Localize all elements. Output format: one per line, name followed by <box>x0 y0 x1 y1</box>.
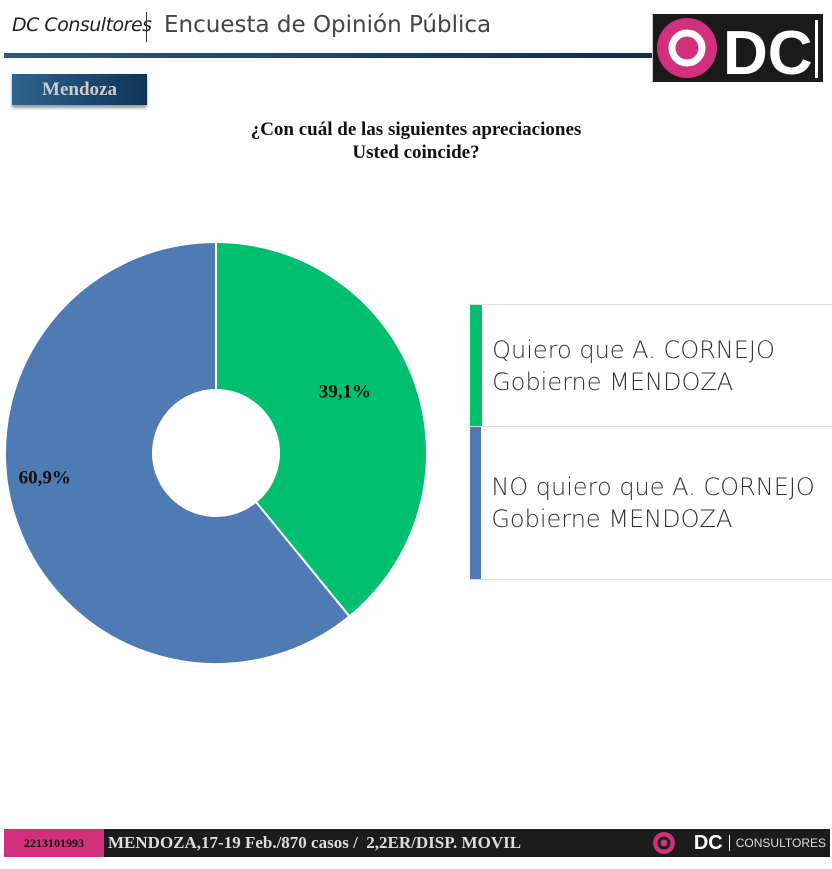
chart-legend: Quiero que A. CORNEJO Gobierne MENDOZA N… <box>470 304 832 580</box>
data-label: 39,1% <box>319 382 371 403</box>
donut-slice <box>4 240 351 665</box>
chart-title: ¿Con cuál de las siguientes apreciacione… <box>0 118 832 164</box>
brand-name: DC Consultores <box>12 14 152 36</box>
legend-label: Quiero que A. CORNEJO Gobierne MENDOZA <box>492 335 775 396</box>
header-rule <box>4 53 654 58</box>
chart-title-line: Usted coincide? <box>352 142 480 163</box>
region-badge: Mendoza <box>12 74 147 105</box>
logo-text: DC <box>723 19 813 82</box>
page-title: Encuesta de Opinión Pública <box>164 12 492 38</box>
footer-consultores: CONSULTORES <box>735 836 826 850</box>
legend-swatch <box>470 305 483 426</box>
footer-logo: DC CONSULTORES <box>640 830 830 856</box>
footer-bar: 2213101993 MENDOZA,17-19 Feb./870 casos … <box>4 829 830 857</box>
chart-title-line: ¿Con cuál de las siguientes apreciacione… <box>250 119 582 140</box>
header-divider <box>146 12 147 42</box>
donut-chart: 39,1% 60,9% <box>4 240 428 665</box>
donut-slice <box>215 240 428 618</box>
legend-item: NO quiero que A. CORNEJO Gobierne MENDOZ… <box>470 427 832 579</box>
odc-logo: DC <box>652 14 823 88</box>
footer-logo-text: DC <box>693 831 723 854</box>
legend-label: NO quiero que A. CORNEJO Gobierne MENDOZ… <box>491 473 815 533</box>
legend-swatch <box>470 427 482 579</box>
legend-item: Quiero que A. CORNEJO Gobierne MENDOZA <box>470 305 832 427</box>
data-label: 60,9% <box>19 467 71 488</box>
footer-info: MENDOZA,17-19 Feb./870 casos / 2,2ER/DIS… <box>108 833 522 852</box>
footer-phone: 2213101993 <box>4 829 104 857</box>
